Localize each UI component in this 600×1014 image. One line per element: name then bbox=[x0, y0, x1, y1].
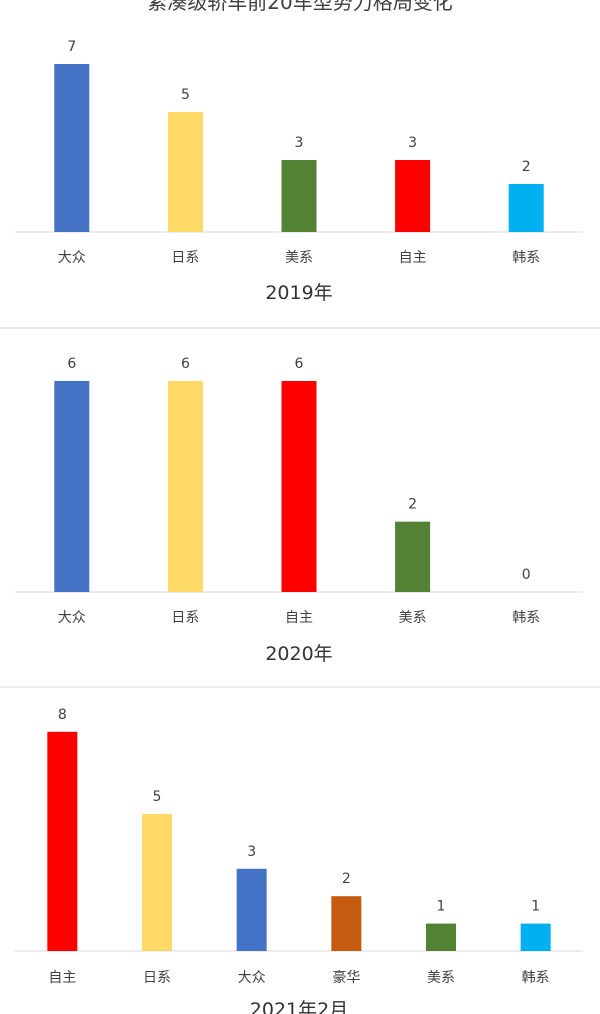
bar bbox=[54, 64, 90, 232]
x-tick-label: 大众 bbox=[58, 610, 86, 626]
bar bbox=[167, 380, 203, 592]
data-label: 2 bbox=[342, 871, 351, 887]
data-label: 1 bbox=[531, 899, 540, 915]
data-label: 6 bbox=[67, 356, 76, 372]
x-tick-label: 美系 bbox=[427, 970, 455, 986]
x-tick-label: 美系 bbox=[399, 610, 427, 626]
data-label: 7 bbox=[67, 39, 76, 55]
x-tick-label: 日系 bbox=[171, 610, 199, 626]
chart-main-title: 紧凑级轿车前20车型势力格局变化 bbox=[147, 0, 452, 14]
data-label: 6 bbox=[181, 356, 190, 372]
data-label: 1 bbox=[437, 899, 446, 915]
bar bbox=[426, 923, 456, 951]
data-label: 3 bbox=[408, 135, 417, 151]
x-tick-label: 大众 bbox=[58, 250, 86, 266]
bar bbox=[54, 380, 90, 592]
bar bbox=[281, 380, 317, 592]
x-tick-label: 日系 bbox=[171, 250, 199, 266]
data-label: 0 bbox=[522, 567, 531, 583]
data-label: 6 bbox=[295, 356, 304, 372]
chart-title: 2019年 bbox=[265, 282, 332, 304]
x-tick-label: 韩系 bbox=[522, 970, 550, 986]
bar bbox=[331, 896, 362, 951]
bar bbox=[520, 923, 551, 951]
bar bbox=[47, 731, 78, 951]
data-label: 5 bbox=[181, 87, 190, 103]
data-label: 3 bbox=[247, 844, 256, 860]
bar bbox=[281, 160, 317, 232]
x-tick-label: 自主 bbox=[399, 250, 427, 266]
x-tick-label: 韩系 bbox=[512, 250, 540, 266]
data-label: 3 bbox=[295, 135, 304, 151]
bar bbox=[508, 184, 544, 232]
bar bbox=[395, 521, 431, 592]
x-tick-label: 自主 bbox=[285, 610, 313, 626]
data-label: 2 bbox=[408, 497, 417, 513]
chart-title: 2021年2月 bbox=[250, 999, 348, 1014]
x-tick-label: 豪华 bbox=[332, 970, 360, 986]
data-label: 5 bbox=[153, 789, 162, 805]
bar bbox=[236, 868, 267, 951]
x-tick-label: 日系 bbox=[143, 970, 171, 986]
x-tick-label: 自主 bbox=[48, 970, 76, 986]
data-label: 8 bbox=[58, 707, 67, 723]
x-tick-label: 美系 bbox=[285, 250, 313, 266]
bar bbox=[167, 112, 203, 232]
x-tick-label: 韩系 bbox=[512, 610, 540, 626]
bar bbox=[142, 814, 172, 951]
chart-title: 2020年 bbox=[265, 643, 332, 665]
x-tick-label: 大众 bbox=[238, 970, 266, 986]
bar bbox=[395, 160, 431, 232]
data-label: 2 bbox=[522, 159, 531, 175]
